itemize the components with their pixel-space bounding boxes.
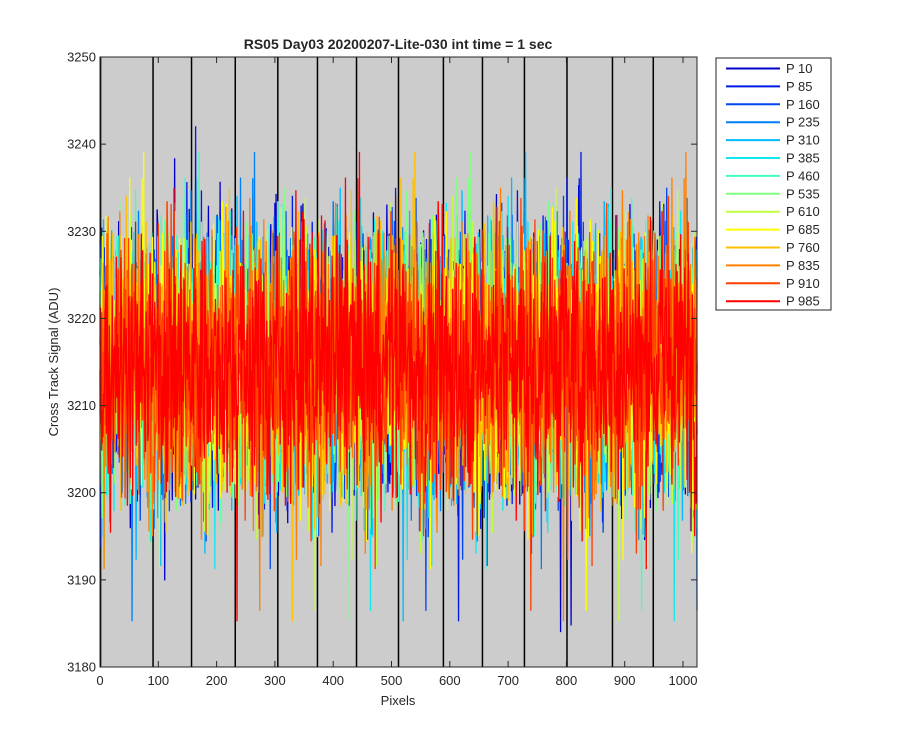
legend-label: P 535 xyxy=(786,186,820,201)
y-tick-label: 3240 xyxy=(67,137,96,152)
x-tick-label: 500 xyxy=(381,673,403,688)
legend-label: P 10 xyxy=(786,61,813,76)
legend-label: P 610 xyxy=(786,204,820,219)
x-axis-label: Pixels xyxy=(381,693,416,708)
x-tick-label: 100 xyxy=(147,673,169,688)
legend-label: P 985 xyxy=(786,294,820,309)
x-tick-label: 600 xyxy=(439,673,461,688)
legend-label: P 385 xyxy=(786,151,820,166)
x-tick-label: 800 xyxy=(556,673,578,688)
x-tick-label: 1000 xyxy=(669,673,698,688)
x-tick-label: 400 xyxy=(322,673,344,688)
legend-label: P 910 xyxy=(786,276,820,291)
y-axis-label: Cross Track Signal (ADU) xyxy=(46,288,61,437)
y-tick-label: 3200 xyxy=(67,485,96,500)
y-tick-label: 3220 xyxy=(67,311,96,326)
x-tick-label: 700 xyxy=(497,673,519,688)
y-tick-label: 3230 xyxy=(67,224,96,239)
legend-label: P 460 xyxy=(786,168,820,183)
y-tick-label: 3250 xyxy=(67,50,96,65)
x-tick-label: 300 xyxy=(264,673,286,688)
legend-box xyxy=(715,57,832,311)
legend-label: P 835 xyxy=(786,258,820,273)
legend-label: P 85 xyxy=(786,79,813,94)
legend-label: P 235 xyxy=(786,115,820,130)
plot-border xyxy=(99,56,698,668)
legend: P 10 P 85 P 160 P 235 P 310 P 385 P 460 P 535 P … xyxy=(715,57,832,311)
series-line-p-985 xyxy=(99,151,698,622)
x-tick-label: 0 xyxy=(96,673,103,688)
legend-label: P 760 xyxy=(786,240,820,255)
y-tick-label: 3180 xyxy=(67,660,96,675)
legend-label: P 685 xyxy=(786,222,820,237)
chart-title: RS05 Day03 20200207-Lite-030 int time = … xyxy=(244,36,553,52)
y-tick-label: 3210 xyxy=(67,398,96,413)
x-tick-label: 200 xyxy=(206,673,228,688)
x-tick-label: 900 xyxy=(614,673,636,688)
legend-label: P 310 xyxy=(786,133,820,148)
y-tick-label: 3190 xyxy=(67,572,96,587)
legend-label: P 160 xyxy=(786,97,820,112)
